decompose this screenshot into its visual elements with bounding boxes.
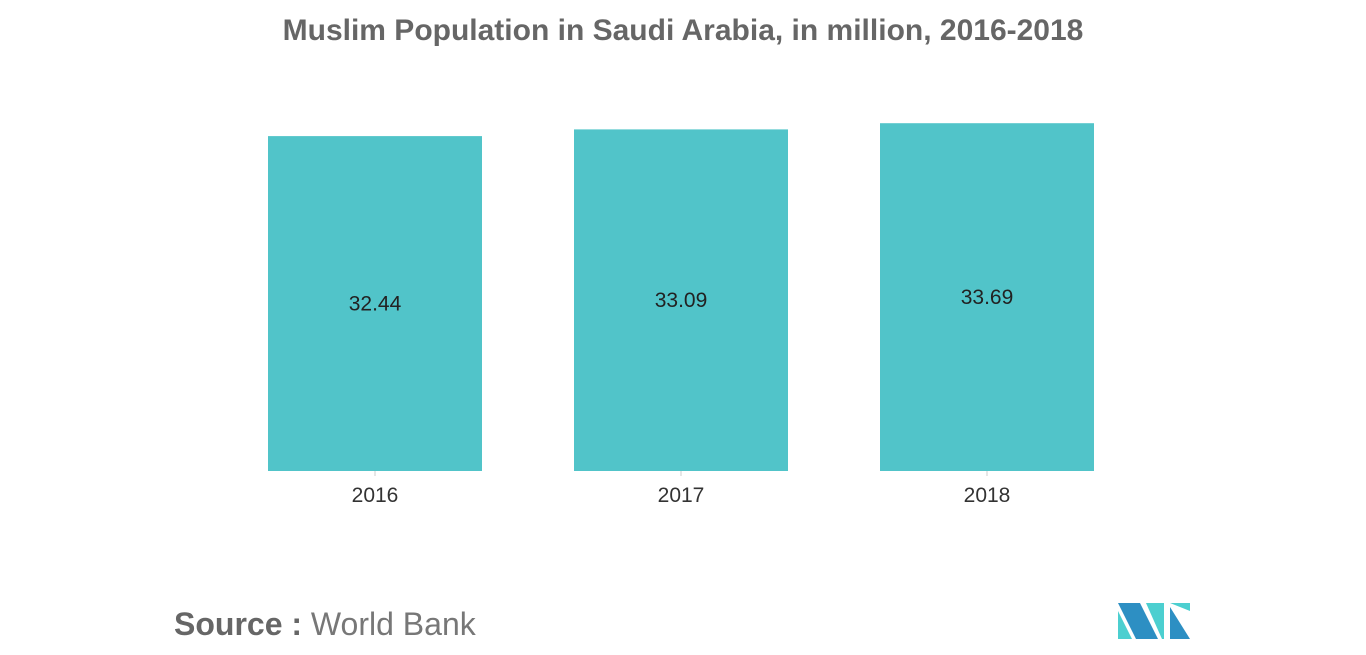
source-label: Source : xyxy=(174,606,303,642)
x-tick-label: 2016 xyxy=(352,484,399,507)
data-label: 33.69 xyxy=(961,286,1014,309)
bar-2016 xyxy=(268,136,482,471)
source-value: World Bank xyxy=(310,606,476,642)
data-label: 33.09 xyxy=(655,289,708,312)
source-note: Source : World Bank xyxy=(174,606,476,643)
bar-chart: 32.44 2016 33.09 2017 33.69 2018 xyxy=(268,123,1094,507)
data-label: 32.44 xyxy=(349,293,402,316)
bar-2018 xyxy=(880,123,1094,472)
x-tick-label: 2018 xyxy=(964,484,1011,507)
x-tick-label: 2017 xyxy=(658,484,705,507)
bar-2017 xyxy=(574,129,788,471)
chart-title: Muslim Population in Saudi Arabia, in mi… xyxy=(282,14,1084,47)
company-logo xyxy=(1118,603,1190,639)
